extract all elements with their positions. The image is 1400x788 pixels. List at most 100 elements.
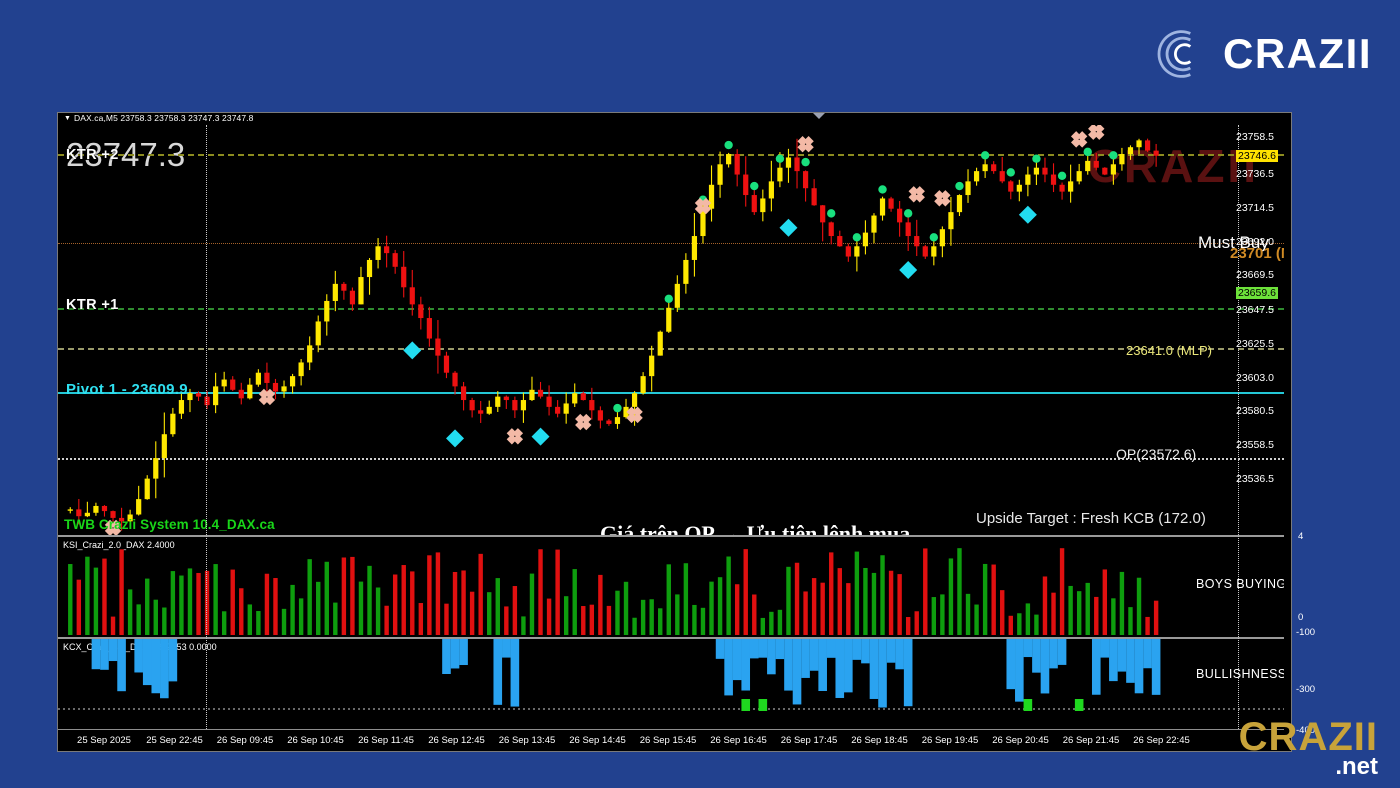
ksi-bar (982, 563, 988, 635)
signal-green-dot (980, 151, 990, 160)
ksi-bar (880, 555, 885, 635)
kcx-bar (826, 639, 836, 658)
kcx-bar (809, 639, 819, 671)
ksi-bar (888, 570, 894, 635)
ksi-bar (1068, 585, 1073, 635)
ksi-bar (1102, 569, 1108, 635)
brand-footer-tld: .net (1335, 752, 1378, 780)
ksi-bar (786, 566, 791, 635)
label-op: OP(23572.6) (1116, 446, 1197, 462)
ksi-bar (213, 564, 218, 635)
label-ma: 23701 (MA (1230, 245, 1284, 262)
crazii-arc-icon (1157, 30, 1192, 78)
ksi-bar (187, 568, 193, 635)
kcx-bar (1100, 639, 1110, 658)
ksi-bar (461, 570, 466, 635)
kcx-bar (767, 639, 776, 675)
kcx-bar (715, 639, 725, 659)
ksi-bar (273, 578, 278, 635)
level-line-pivot1 (58, 392, 1284, 394)
price-axis-tick: 23558.5 (1236, 439, 1274, 451)
ksi-bar (1085, 582, 1090, 635)
ksi-bar (196, 572, 201, 635)
label-ktr-plus1: KTR +1 (66, 297, 119, 313)
kcx-indicator-pane[interactable]: KCX_Crazi_3.1_DAX -79.2453 0.0000 BULLIS… (58, 637, 1284, 729)
kcx-bar (91, 639, 101, 670)
crosshair-vline-right (1238, 125, 1239, 729)
ksi-bar (666, 564, 671, 635)
crosshair-vline-left (206, 125, 207, 729)
pane-splitter-handle-icon[interactable] (813, 113, 825, 119)
kcx-scale-mid: -300 (1296, 684, 1316, 695)
ksi-bar (239, 588, 244, 635)
price-pane[interactable]: 23747.3 CRAZII KTR +2 KTR +1 Pivot 1 - 2… (58, 125, 1284, 535)
price-axis-tick: 23692.0 (1236, 236, 1274, 248)
ksi-bar (1076, 591, 1082, 635)
ksi-bar (367, 565, 372, 635)
ksi-bar (1008, 615, 1013, 635)
ksi-bar (683, 563, 689, 635)
signal-green-dot (724, 140, 733, 150)
time-axis-tick: 26 Sep 20:45 (992, 735, 1049, 746)
ksi-bar (760, 617, 766, 635)
kcx-bar (160, 639, 169, 699)
ksi-bar (487, 592, 492, 635)
signal-cyan-diamond (403, 341, 422, 360)
label-must-buy: Must Buy (1198, 233, 1269, 252)
ksi-bar (606, 605, 612, 635)
signal-pink-cluster (1088, 125, 1105, 140)
time-axis-tick: 26 Sep 13:45 (498, 735, 556, 746)
label-ktr-plus2: KTR +2 (66, 147, 119, 163)
signal-green-dot (801, 157, 810, 167)
time-axis-tick: 26 Sep 19:45 (921, 735, 979, 746)
ksi-bar (1153, 600, 1159, 635)
kcx-bar (151, 639, 161, 694)
kcx-xtreme-bar (1023, 699, 1033, 711)
ksi-bar (264, 573, 270, 635)
ksi-bar (734, 584, 740, 635)
kcx-bar (1117, 639, 1127, 672)
ksi-bar (948, 558, 954, 635)
ksi-bar (1094, 596, 1099, 635)
symbol-bar: ▼ DAX.ca,M5 23758.3 23758.3 23747.3 23747… (58, 113, 1291, 125)
kcx-bar (1091, 639, 1101, 695)
kcx-bar (852, 639, 862, 660)
kcx-bar (741, 639, 751, 691)
ksi-bar (649, 599, 654, 635)
kcx-bar (758, 639, 768, 658)
ksi-bar (93, 567, 99, 635)
ksi-bar (1025, 603, 1031, 635)
time-axis-tick: 25 Sep 2025 (77, 735, 131, 746)
kcx-bar (792, 639, 802, 705)
ksi-bar (136, 604, 141, 635)
ksi-bar (863, 567, 868, 635)
ksi-bar (871, 572, 877, 635)
ksi-bar (931, 597, 937, 635)
price-axis-tick: 23758.5 (1236, 131, 1274, 143)
ksi-bar (640, 599, 646, 635)
signal-pink-cluster (626, 406, 643, 424)
ksi-bar (401, 565, 406, 635)
ksi-bar (974, 604, 979, 635)
label-boys-buying: BOYS BUYING (1196, 577, 1284, 591)
ksi-bar (897, 574, 902, 635)
time-axis-tick: 26 Sep 18:45 (851, 735, 908, 746)
kcx-bar (502, 639, 511, 658)
ksi-bar (1000, 590, 1005, 635)
candlestick-series (67, 125, 1159, 535)
time-axis-tick: 26 Sep 16:45 (710, 735, 767, 746)
ksi-bar (392, 574, 398, 635)
signal-green-dot (1057, 171, 1067, 180)
ksi-bar (127, 589, 133, 635)
time-axis-tick: 26 Sep 09:45 (216, 735, 274, 746)
ksi-bar (700, 607, 706, 635)
time-axis: 25 Sep 2025 25 Sep 22:45 26 Sep 09:45 26 Se… (58, 729, 1284, 751)
brand-header: CRAZII (1153, 26, 1372, 82)
chevron-down-icon[interactable]: ▼ (64, 115, 72, 122)
label-upside-target: Upside Target : Fresh KCB (172.0) (976, 510, 1206, 527)
kcx-bar (117, 639, 126, 692)
ksi-indicator-pane[interactable]: KSI_Crazi_2.0_DAX 2.4000 BOYS BUYING (58, 535, 1284, 635)
ksi-bar (512, 586, 518, 635)
signal-green-dot (750, 181, 759, 191)
